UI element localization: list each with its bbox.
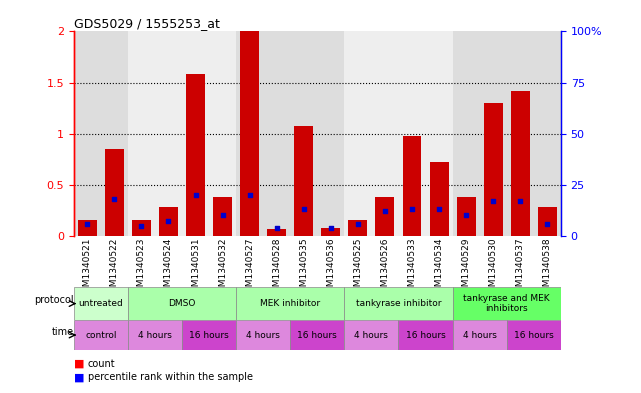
Bar xyxy=(186,74,205,236)
Text: ■: ■ xyxy=(74,372,84,382)
Bar xyxy=(349,220,367,236)
Bar xyxy=(236,320,290,350)
Bar xyxy=(128,31,236,236)
Bar xyxy=(213,197,232,236)
Bar xyxy=(453,287,561,320)
Point xyxy=(109,196,119,202)
Text: 16 hours: 16 hours xyxy=(189,331,229,340)
Text: percentile rank within the sample: percentile rank within the sample xyxy=(88,372,253,382)
Bar xyxy=(74,320,128,350)
Point xyxy=(488,198,498,204)
Bar xyxy=(344,320,399,350)
Point xyxy=(380,208,390,215)
Bar xyxy=(294,127,313,236)
Bar xyxy=(290,320,344,350)
Point xyxy=(326,224,336,231)
Bar xyxy=(74,287,128,320)
Point xyxy=(353,220,363,227)
Text: protocol: protocol xyxy=(34,295,74,305)
Bar xyxy=(236,31,344,236)
Point xyxy=(272,224,282,231)
Bar xyxy=(105,149,124,236)
Bar xyxy=(507,320,561,350)
Bar xyxy=(484,103,503,236)
Bar xyxy=(456,197,476,236)
Bar xyxy=(538,207,557,236)
Point xyxy=(190,192,201,198)
Point xyxy=(82,220,92,227)
Bar xyxy=(344,31,453,236)
Bar xyxy=(321,228,340,236)
Text: GDS5029 / 1555253_at: GDS5029 / 1555253_at xyxy=(74,17,220,30)
Text: 4 hours: 4 hours xyxy=(138,331,172,340)
Point xyxy=(434,206,444,212)
Bar xyxy=(267,229,286,236)
Point xyxy=(244,192,254,198)
Point xyxy=(217,212,228,219)
Text: 4 hours: 4 hours xyxy=(246,331,280,340)
Bar xyxy=(429,162,449,236)
Text: 4 hours: 4 hours xyxy=(463,331,497,340)
Bar xyxy=(236,287,344,320)
Bar xyxy=(344,287,453,320)
Text: time: time xyxy=(51,327,74,337)
Bar xyxy=(159,207,178,236)
Text: 4 hours: 4 hours xyxy=(354,331,388,340)
Point xyxy=(299,206,309,212)
Bar xyxy=(240,31,259,236)
Text: ■: ■ xyxy=(74,358,84,369)
Bar xyxy=(132,220,151,236)
Text: 16 hours: 16 hours xyxy=(406,331,445,340)
Text: MEK inhibitor: MEK inhibitor xyxy=(260,299,320,308)
Bar xyxy=(128,320,182,350)
Point xyxy=(137,222,147,229)
Bar xyxy=(511,91,529,236)
Point xyxy=(163,219,174,225)
Point xyxy=(407,206,417,212)
Bar xyxy=(376,197,394,236)
Text: 16 hours: 16 hours xyxy=(297,331,337,340)
Point xyxy=(461,212,471,219)
Text: count: count xyxy=(88,358,115,369)
Bar xyxy=(74,31,128,236)
Text: 16 hours: 16 hours xyxy=(514,331,554,340)
Point xyxy=(542,220,553,227)
Bar xyxy=(128,287,236,320)
Text: DMSO: DMSO xyxy=(169,299,196,308)
Point xyxy=(515,198,526,204)
Bar xyxy=(399,320,453,350)
Bar xyxy=(182,320,236,350)
Bar xyxy=(453,320,507,350)
Bar xyxy=(403,136,422,236)
Bar xyxy=(453,31,561,236)
Text: control: control xyxy=(85,331,117,340)
Bar xyxy=(78,220,97,236)
Text: tankyrase and MEK
inhibitors: tankyrase and MEK inhibitors xyxy=(463,294,550,313)
Text: untreated: untreated xyxy=(78,299,123,308)
Text: tankyrase inhibitor: tankyrase inhibitor xyxy=(356,299,441,308)
